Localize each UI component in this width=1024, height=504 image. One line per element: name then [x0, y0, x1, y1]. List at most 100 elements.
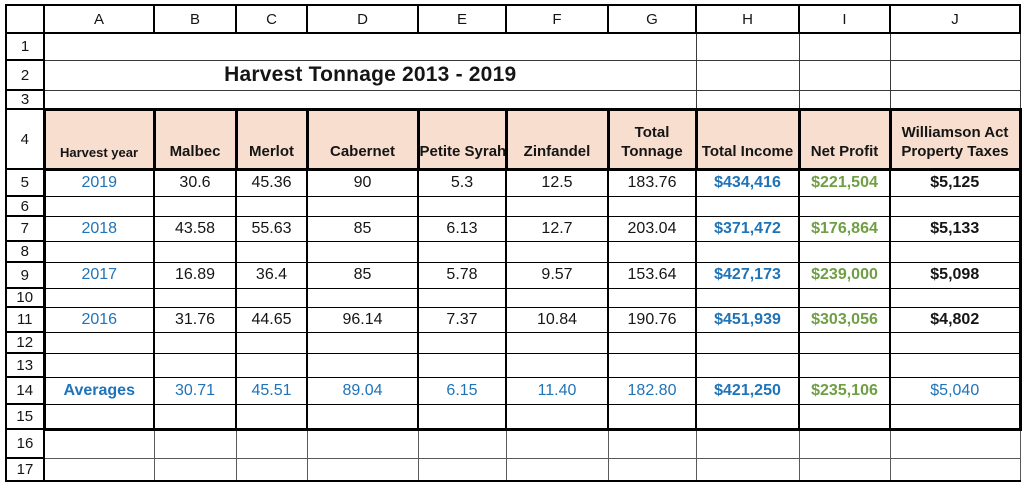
row-header-9[interactable]: 9	[5, 261, 45, 289]
cell-i11[interactable]: $303,056	[798, 306, 891, 333]
cell-g15[interactable]	[607, 403, 697, 431]
cell-f17[interactable]	[505, 457, 609, 482]
cell-j13[interactable]	[889, 352, 1022, 378]
cell-d11[interactable]: 96.14	[306, 306, 419, 333]
row-header-4[interactable]: 4	[5, 108, 45, 170]
cell-e13[interactable]	[417, 352, 507, 378]
cell-a12[interactable]	[42, 331, 155, 354]
row-header-15[interactable]: 15	[5, 403, 45, 430]
cell-f8[interactable]	[505, 240, 609, 263]
cell-j6[interactable]	[889, 195, 1022, 217]
row-header-8[interactable]: 8	[5, 240, 45, 263]
cell-i10[interactable]	[798, 287, 891, 308]
cell-g16[interactable]	[607, 428, 697, 459]
cell-c8[interactable]	[235, 240, 308, 263]
cell-a14-averages-label[interactable]: Averages	[42, 376, 155, 405]
cell-a4-harvest-year[interactable]: Harvest year	[42, 107, 156, 171]
cell-d14[interactable]: 89.04	[306, 376, 419, 405]
cell-b5[interactable]: 30.6	[153, 168, 237, 197]
row-header-7[interactable]: 7	[5, 215, 45, 242]
cell-i12[interactable]	[798, 331, 891, 354]
cell-f11[interactable]: 10.84	[505, 306, 609, 333]
cell-j12[interactable]	[889, 331, 1022, 354]
column-header-h[interactable]: H	[695, 4, 800, 34]
cell-g10[interactable]	[607, 287, 697, 308]
cell-f14[interactable]: 11.40	[505, 376, 609, 405]
row-header-17[interactable]: 17	[5, 457, 45, 482]
cell-f15[interactable]	[505, 403, 609, 431]
cell-h13[interactable]	[695, 352, 800, 378]
row-header-6[interactable]: 6	[5, 195, 45, 217]
cell-b8[interactable]	[153, 240, 237, 263]
row-header-13[interactable]: 13	[5, 352, 45, 378]
cell-g7[interactable]: 203.04	[607, 215, 697, 242]
cell-c14[interactable]: 45.51	[235, 376, 308, 405]
cell-b16[interactable]	[153, 428, 237, 459]
cell-h4-total-income[interactable]: Total Income	[694, 107, 801, 171]
cell-merged-a1[interactable]	[43, 32, 697, 61]
cell-j8[interactable]	[889, 240, 1022, 263]
cell-e7[interactable]: 6.13	[417, 215, 507, 242]
cell-f6[interactable]	[505, 195, 609, 217]
cell-e6[interactable]	[417, 195, 507, 217]
cell-j14[interactable]: $5,040	[889, 376, 1022, 405]
cell-f4-zinfandel[interactable]: Zinfandel	[504, 107, 610, 171]
cell-g4-total-tonnage[interactable]: Total Tonnage	[606, 107, 698, 171]
cell-b6[interactable]	[153, 195, 237, 217]
column-header-g[interactable]: G	[607, 4, 697, 34]
cell-f16[interactable]	[505, 428, 609, 459]
cell-b14[interactable]: 30.71	[153, 376, 237, 405]
cell-b4-malbec[interactable]: Malbec	[152, 107, 238, 171]
cell-e9[interactable]: 5.78	[417, 261, 507, 289]
cell-c4-merlot[interactable]: Merlot	[234, 107, 309, 171]
column-header-d[interactable]: D	[306, 4, 419, 34]
cell-j15[interactable]	[889, 403, 1022, 431]
cell-i16[interactable]	[798, 428, 891, 459]
cell-h7[interactable]: $371,472	[695, 215, 800, 242]
cell-e14[interactable]: 6.15	[417, 376, 507, 405]
cell-f12[interactable]	[505, 331, 609, 354]
cell-j16[interactable]	[889, 428, 1021, 459]
cell-g14[interactable]: 182.80	[607, 376, 697, 405]
cell-f5[interactable]: 12.5	[505, 168, 609, 197]
cell-e16[interactable]	[417, 428, 507, 459]
cell-e4-petite-syrah[interactable]: Petite Syrah	[416, 107, 508, 171]
row-header-3[interactable]: 3	[5, 89, 45, 110]
column-header-e[interactable]: E	[417, 4, 507, 34]
cell-j5[interactable]: $5,125	[889, 168, 1022, 197]
cell-c7[interactable]: 55.63	[235, 215, 308, 242]
cell-j11[interactable]: $4,802	[889, 306, 1022, 333]
cell-a11-year[interactable]: 2016	[42, 306, 155, 333]
cell-f13[interactable]	[505, 352, 609, 378]
cell-h11[interactable]: $451,939	[695, 306, 800, 333]
cell-h3[interactable]	[695, 89, 800, 110]
cell-c13[interactable]	[235, 352, 308, 378]
cell-e5[interactable]: 5.3	[417, 168, 507, 197]
cell-i6[interactable]	[798, 195, 891, 217]
cell-h5[interactable]: $434,416	[695, 168, 800, 197]
cell-h2[interactable]	[695, 59, 800, 91]
cell-j2[interactable]	[889, 59, 1021, 91]
cell-i13[interactable]	[798, 352, 891, 378]
cell-d5[interactable]: 90	[306, 168, 419, 197]
cell-c9[interactable]: 36.4	[235, 261, 308, 289]
cell-i8[interactable]	[798, 240, 891, 263]
cell-g6[interactable]	[607, 195, 697, 217]
cell-j3[interactable]	[889, 89, 1021, 110]
cell-e8[interactable]	[417, 240, 507, 263]
cell-j7[interactable]: $5,133	[889, 215, 1022, 242]
cell-f10[interactable]	[505, 287, 609, 308]
cell-i5[interactable]: $221,504	[798, 168, 891, 197]
cell-f7[interactable]: 12.7	[505, 215, 609, 242]
cell-a16[interactable]	[43, 428, 155, 459]
cell-c6[interactable]	[235, 195, 308, 217]
cell-h12[interactable]	[695, 331, 800, 354]
cell-e17[interactable]	[417, 457, 507, 482]
row-header-1[interactable]: 1	[5, 32, 45, 61]
row-header-16[interactable]: 16	[5, 428, 45, 459]
cell-h1[interactable]	[695, 32, 800, 61]
cell-a17[interactable]	[43, 457, 155, 482]
cell-a6[interactable]	[42, 195, 155, 217]
select-all-corner[interactable]	[5, 4, 45, 34]
cell-d9[interactable]: 85	[306, 261, 419, 289]
